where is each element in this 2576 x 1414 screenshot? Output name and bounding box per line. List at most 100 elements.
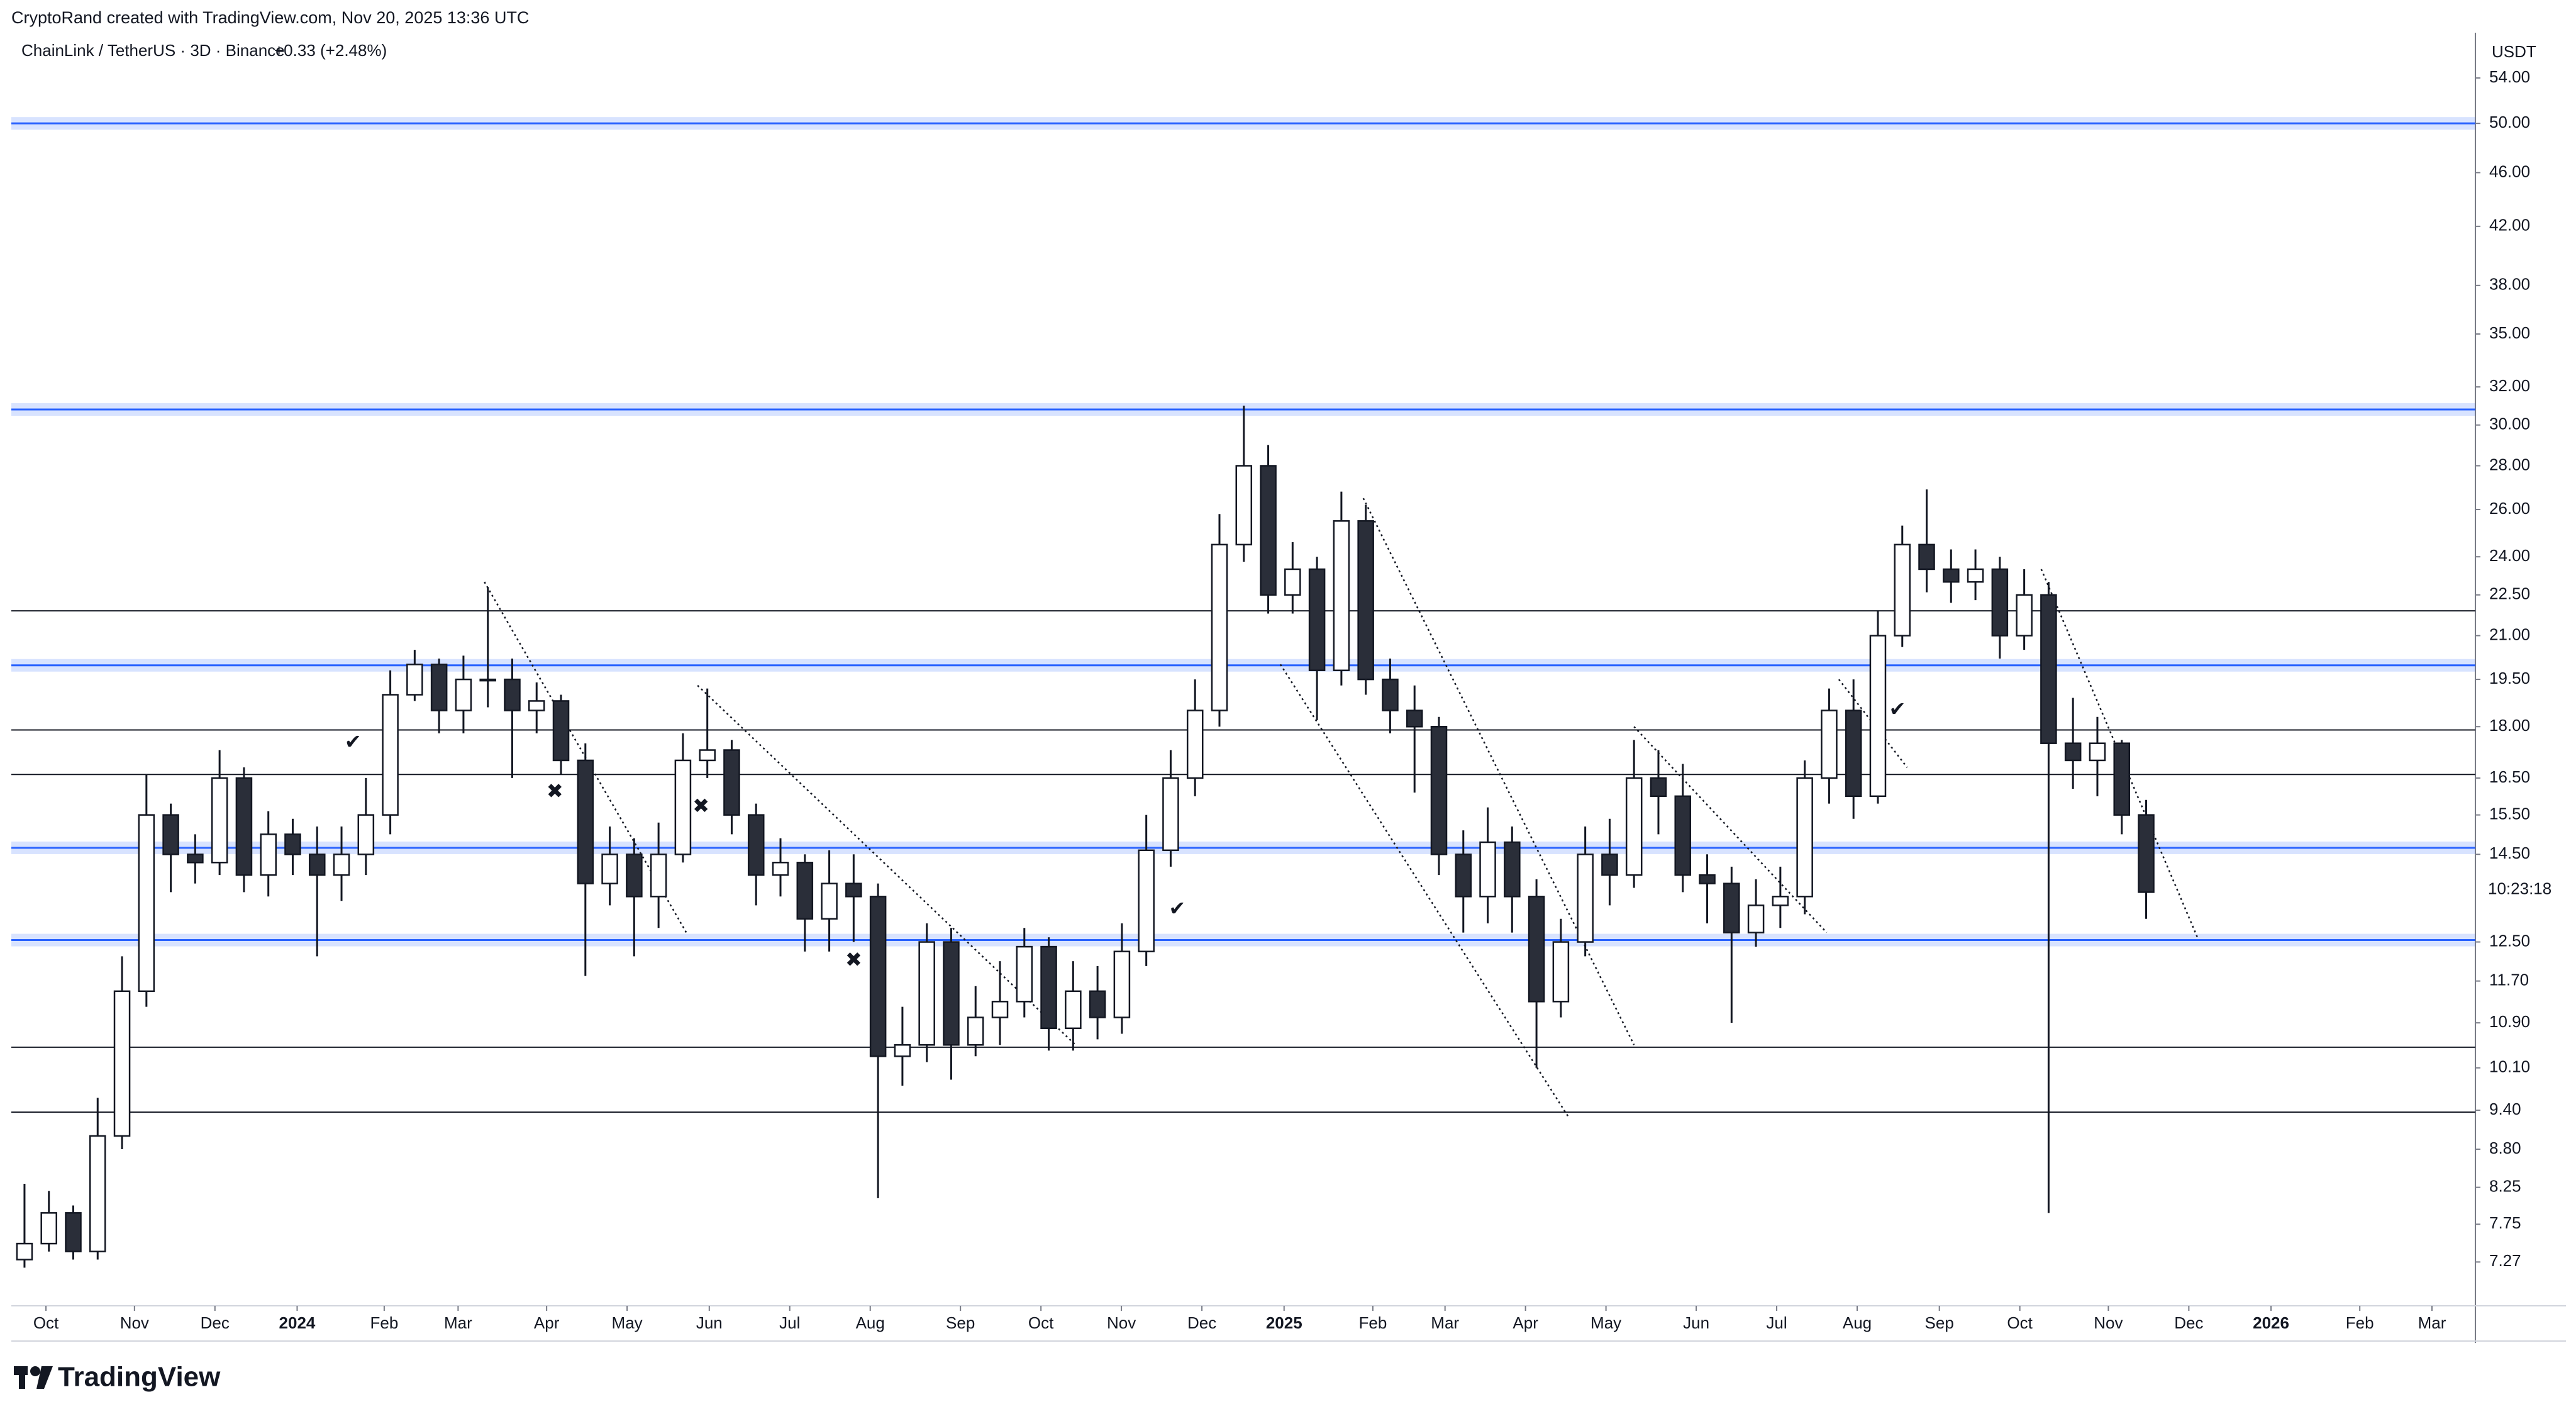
x-tick-label: May: [612, 1313, 643, 1332]
candle-body: [308, 853, 326, 876]
candle-body: [991, 1001, 1009, 1018]
x-tick-label: Nov: [1107, 1313, 1136, 1332]
candle-body: [2040, 594, 2057, 744]
candle-body: [723, 749, 740, 816]
y-tick-label: 8.80: [2489, 1138, 2521, 1157]
candle-body: [747, 814, 765, 876]
candle-body: [626, 853, 643, 898]
candle-body: [113, 990, 131, 1137]
candle-body: [2138, 814, 2155, 893]
candle-body: [1723, 882, 1740, 933]
candle-body: [1967, 568, 1984, 583]
x-tick-label: Mar: [1431, 1313, 1459, 1332]
candle-body: [260, 833, 277, 876]
x-tick-label: Feb: [2346, 1313, 2374, 1332]
marker: ✔: [345, 730, 362, 753]
x-tick-label: Feb: [370, 1313, 398, 1332]
candle-body: [40, 1212, 57, 1245]
x-tick-label: Apr: [534, 1313, 560, 1332]
x-tick-label: Oct: [2007, 1313, 2033, 1332]
y-tick-label: 32.00: [2489, 376, 2530, 395]
candle-body: [1138, 849, 1155, 952]
candle-body: [1479, 841, 1496, 898]
candle-body: [577, 759, 594, 884]
candle-body: [650, 853, 667, 898]
marker: ✔: [1889, 698, 1906, 720]
candle-body: [1699, 874, 1716, 884]
x-tick-label: Oct: [1028, 1313, 1054, 1332]
header: CryptoRand created with TradingView.com,…: [11, 8, 529, 27]
y-tick-label: 11.70: [2489, 971, 2529, 989]
y-tick-label: 18.00: [2489, 716, 2530, 735]
x-tick-label: 2025: [1266, 1313, 1302, 1332]
trendline: [1279, 664, 1569, 1117]
candle-body: [1772, 896, 1789, 906]
x-tick-label: 2024: [279, 1313, 316, 1332]
candle-body: [89, 1135, 106, 1252]
candle-body: [1284, 568, 1301, 596]
y-tick-label: 30.00: [2489, 415, 2530, 433]
y-tick-label: 21.00: [2489, 625, 2530, 643]
candle-body: [455, 678, 472, 711]
candle-body: [2089, 742, 2106, 762]
brand: TradingView: [58, 1362, 221, 1393]
candle-body: [1869, 635, 1887, 798]
countdown: 10:23:18: [2488, 879, 2551, 898]
candle-body: [1625, 777, 1643, 876]
candle-body: [16, 1242, 33, 1261]
candle-body: [1113, 950, 1131, 1018]
candle-body: [1211, 543, 1228, 711]
candle-body: [1016, 945, 1033, 1003]
candle-body: [1260, 465, 1277, 596]
candle-body: [284, 833, 301, 855]
candle-body: [772, 862, 789, 876]
candle-body: [138, 814, 155, 993]
y-tick-label: 42.00: [2489, 216, 2530, 235]
y-tick-label: 9.40: [2489, 1099, 2521, 1118]
candle-body: [1406, 710, 1423, 728]
candle-body: [1040, 945, 1057, 1030]
candle-body: [504, 678, 521, 711]
x-tick-label: Nov: [120, 1313, 149, 1332]
y-tick-label: 15.50: [2489, 804, 2530, 823]
candle-body: [967, 1016, 984, 1046]
candle-body: [601, 853, 618, 884]
y-tick-label: 10.10: [2489, 1057, 2530, 1076]
trendline: [1362, 498, 1635, 1045]
candle-body: [1308, 568, 1326, 672]
candle-body: [1821, 710, 1838, 779]
trendline: [1633, 726, 1828, 933]
candle-body: [162, 814, 179, 855]
y-tick-label: 12.50: [2489, 931, 2530, 950]
x-tick-label: Mar: [2418, 1313, 2446, 1332]
candle-body: [1186, 710, 1204, 779]
candle-body: [1943, 568, 1960, 583]
candle-body: [894, 1044, 911, 1057]
candle-body: [552, 700, 570, 762]
candle-body: [821, 882, 838, 920]
candle-body: [1552, 941, 1570, 1003]
candle-body: [1650, 777, 1667, 798]
candle-body: [918, 941, 935, 1046]
trendline: [697, 684, 1077, 1046]
y-tick-label: 35.00: [2489, 323, 2530, 342]
candle-body: [65, 1212, 82, 1252]
y-tick-label: 50.00: [2489, 113, 2530, 131]
candle-body: [1577, 853, 1594, 943]
marker: ✖: [547, 779, 564, 802]
candle-body: [357, 814, 375, 855]
candle-body: [2016, 594, 2033, 637]
y-tick-label: 14.50: [2489, 843, 2530, 862]
candle-body: [1845, 710, 1862, 798]
x-tick-label: May: [1591, 1313, 1621, 1332]
y-tick-label: 7.75: [2489, 1213, 2521, 1232]
candle-body: [382, 694, 399, 816]
x-tick-label: 2026: [2253, 1313, 2289, 1332]
candle-body: [1796, 777, 1813, 898]
candle-body: [1065, 990, 1082, 1030]
candle-body: [406, 664, 423, 696]
candle-body: [528, 700, 545, 711]
candle-body: [2113, 742, 2131, 816]
x-tick-label: Mar: [444, 1313, 472, 1332]
